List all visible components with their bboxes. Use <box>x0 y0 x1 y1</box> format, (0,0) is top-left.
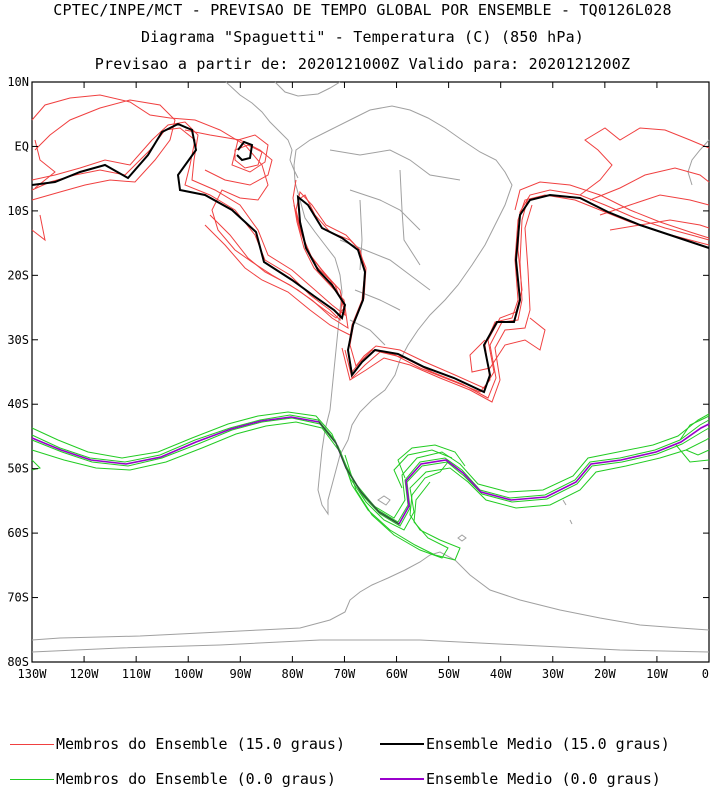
mean-0-line <box>31 416 710 526</box>
latitude-labels: 10N EQ 10S 20S 30S 40S 50S 60S 70S 80S <box>7 75 29 669</box>
legend-item-mean-15: Ensemble Medio (15.0 graus) <box>380 735 670 753</box>
legend-item-members-0: Membros do Ensemble (0.0 graus) <box>10 770 336 788</box>
member-0-line <box>344 454 449 559</box>
lat-label: 20S <box>7 268 29 282</box>
legend-swatch-mean-15 <box>380 743 424 745</box>
member-0-line <box>31 411 710 519</box>
legend-item-mean-0: Ensemble Medio (0.0 graus) <box>380 770 661 788</box>
mean-15-line <box>31 122 710 394</box>
member-15-line <box>469 317 546 373</box>
legend-label-members-0: Membros do Ensemble (0.0 graus) <box>56 770 336 788</box>
lat-label: 60S <box>7 526 29 540</box>
tick-marks <box>31 81 710 663</box>
member-0-line <box>31 417 710 527</box>
lon-label: 20W <box>594 667 616 681</box>
lon-label: 0 <box>702 667 709 681</box>
member-0-line <box>31 421 710 531</box>
member-15-line <box>209 179 349 329</box>
member-15-line <box>31 99 273 201</box>
title-line-2: Diagrama "Spaguetti" - Temperatura (C) (… <box>140 28 585 46</box>
lon-label: 60W <box>386 667 408 681</box>
member-15-line <box>31 121 710 389</box>
lon-label: 10W <box>646 667 668 681</box>
coast-antarctica <box>31 551 710 641</box>
members-0-group <box>31 411 710 561</box>
coast-south-america <box>293 105 513 516</box>
lat-label: EQ <box>15 139 29 153</box>
member-0-line <box>31 414 710 523</box>
lon-label: 70W <box>334 667 356 681</box>
longitude-labels: 130W 120W 110W 100W 90W 80W 70W 60W 50W 40W 30W 20W… <box>18 667 709 681</box>
coast-antarctica-inner <box>31 639 710 653</box>
legend-label-mean-0: Ensemble Medio (0.0 graus) <box>426 770 661 788</box>
legend-swatch-mean-0 <box>380 778 424 780</box>
legend-swatch-members-0 <box>10 778 54 780</box>
lon-label: 30W <box>542 667 564 681</box>
lat-label: 30S <box>7 333 29 347</box>
map-frame <box>31 81 710 663</box>
title-line-3: Previsao a partir de: 2020121000Z Valido… <box>94 55 631 73</box>
coastlines <box>31 81 710 653</box>
lon-label: 40W <box>490 667 512 681</box>
member-15-line <box>344 197 529 399</box>
country-borders <box>329 149 461 346</box>
lon-label: 80W <box>282 667 304 681</box>
lat-label: 80S <box>7 655 29 669</box>
member-0-line <box>31 459 41 471</box>
member-15-line <box>341 204 533 403</box>
member-15-line <box>514 181 710 239</box>
lon-label: 110W <box>122 667 152 681</box>
lat-label: 40S <box>7 397 29 411</box>
legend-item-members-15: Membros do Ensemble (15.0 graus) <box>10 735 345 753</box>
legend-label-mean-15: Ensemble Medio (15.0 graus) <box>426 735 670 753</box>
coast-islands <box>377 495 573 542</box>
lat-label: 10N <box>7 75 29 89</box>
member-15-line <box>231 134 269 173</box>
member-15-line <box>579 127 710 201</box>
member-15-line <box>599 194 710 231</box>
lon-label: 100W <box>174 667 204 681</box>
coast-central-america <box>225 81 341 179</box>
legend-label-members-15: Membros do Ensemble (15.0 graus) <box>56 735 345 753</box>
member-0-line <box>675 415 710 463</box>
lat-label: 50S <box>7 462 29 476</box>
member-15-line <box>31 139 56 242</box>
lon-label: 130W <box>18 667 48 681</box>
lon-label: 50W <box>438 667 460 681</box>
mean-0-line-dark <box>318 421 400 525</box>
member-15-line <box>204 224 351 336</box>
lat-label: 10S <box>7 204 29 218</box>
lon-label: 90W <box>229 667 251 681</box>
member-0-line <box>393 444 466 489</box>
member-0-line <box>339 449 461 561</box>
lat-label: 70S <box>7 591 29 605</box>
legend-swatch-members-15 <box>10 743 54 745</box>
title-line-1: CPTEC/INPE/MCT - PREVISAO DE TEMPO GLOBA… <box>53 1 672 19</box>
lon-label: 120W <box>70 667 100 681</box>
